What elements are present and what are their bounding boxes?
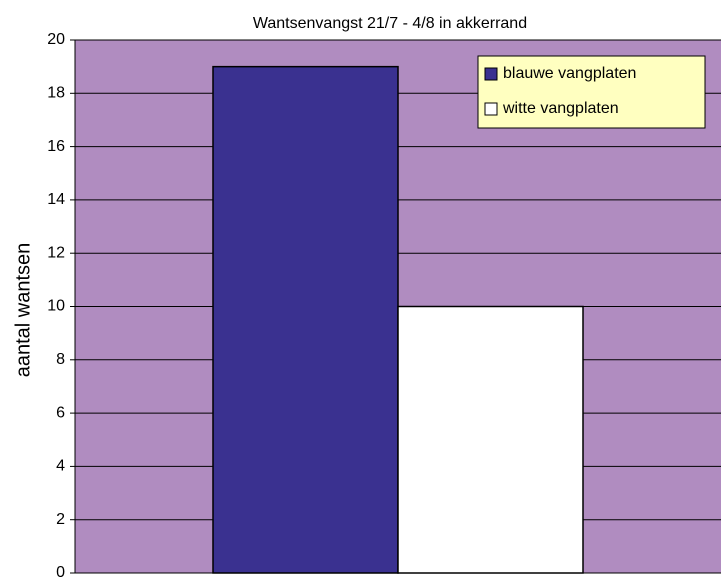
y-tick-label: 16 [47, 138, 65, 155]
legend-swatch [484, 67, 498, 81]
y-tick-label: 2 [56, 511, 65, 528]
bar [212, 65, 399, 574]
chart-title: Wantsenvangst 21/7 - 4/8 in akkerrand [253, 15, 527, 32]
legend-label: witte vangplaten [502, 100, 619, 117]
y-tick-label: 18 [47, 85, 65, 102]
legend-box [477, 55, 706, 129]
bar [397, 305, 584, 574]
y-tick-label: 8 [56, 351, 65, 368]
y-tick-label: 6 [56, 404, 65, 421]
y-tick-label: 4 [56, 458, 65, 475]
y-tick-label: 10 [47, 298, 65, 315]
legend-swatch [484, 102, 498, 116]
y-tick-label: 20 [47, 31, 65, 48]
y-tick-label: 0 [56, 564, 65, 581]
y-tick-label: 14 [47, 191, 65, 208]
legend-label: blauwe vangplaten [503, 65, 636, 82]
y-tick-label: 12 [47, 244, 65, 261]
y-axis-label: aantal wantsen [12, 243, 34, 378]
